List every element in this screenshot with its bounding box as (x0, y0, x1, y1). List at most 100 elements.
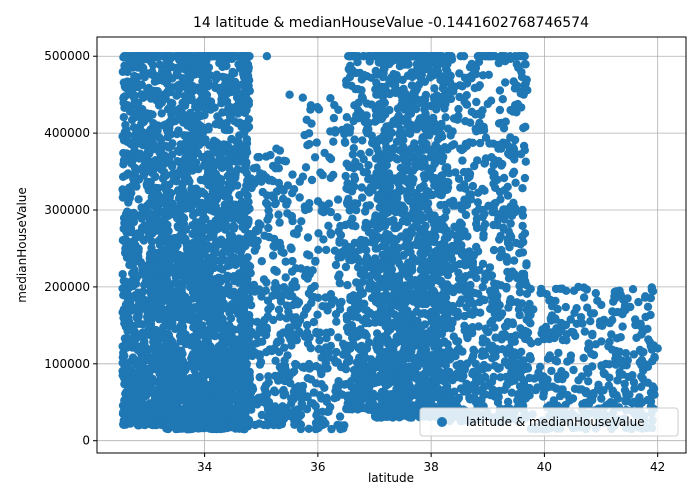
data-point (358, 268, 367, 278)
data-point (264, 378, 273, 387)
data-point (147, 86, 156, 96)
data-point (342, 350, 351, 359)
data-point (293, 300, 302, 309)
data-point (420, 105, 429, 114)
data-point (193, 148, 202, 158)
data-point (217, 324, 227, 334)
data-point (165, 103, 174, 113)
data-point (204, 175, 213, 184)
data-point (118, 270, 127, 279)
data-point (137, 140, 146, 149)
data-point (176, 365, 185, 375)
data-point (250, 246, 259, 255)
data-point (283, 407, 293, 416)
data-point (192, 336, 201, 346)
data-point (130, 71, 139, 81)
data-point (237, 366, 246, 375)
data-point (361, 353, 370, 363)
data-point (174, 109, 183, 119)
data-point (331, 358, 340, 367)
data-point (173, 71, 182, 80)
data-point (349, 312, 358, 321)
data-point (232, 146, 241, 155)
data-point (303, 328, 312, 337)
data-point (217, 163, 227, 172)
data-point (257, 257, 266, 266)
data-point (265, 232, 274, 242)
data-point (155, 148, 164, 157)
data-point (210, 178, 220, 187)
data-point (172, 91, 181, 100)
data-point (147, 237, 157, 246)
data-point (233, 211, 242, 220)
data-point (371, 244, 380, 253)
data-point (217, 250, 227, 259)
data-point (234, 278, 243, 287)
data-point (156, 284, 166, 294)
data-point (129, 399, 138, 408)
data-point (182, 390, 191, 400)
data-point (194, 165, 203, 174)
data-point (292, 230, 301, 239)
data-point (282, 314, 291, 323)
data-point (286, 379, 295, 388)
data-point (163, 191, 172, 200)
data-point (191, 348, 200, 357)
data-point (214, 218, 223, 227)
data-point (204, 155, 213, 164)
data-point (307, 175, 317, 185)
data-point (303, 374, 312, 383)
data-point (270, 242, 279, 252)
data-point (135, 372, 145, 381)
data-point (326, 290, 336, 299)
data-point (314, 229, 323, 238)
data-point (162, 336, 171, 345)
data-point (143, 364, 152, 373)
data-point (287, 244, 296, 254)
data-point (407, 229, 417, 238)
data-point (331, 128, 340, 137)
data-point (313, 197, 323, 206)
data-point (129, 217, 139, 227)
data-point (331, 310, 341, 319)
data-point (231, 335, 240, 344)
data-point (316, 168, 325, 177)
data-point (217, 90, 227, 100)
data-point (280, 356, 289, 365)
data-point (261, 198, 271, 208)
data-point (302, 115, 311, 125)
data-point (416, 249, 425, 258)
data-point (176, 407, 186, 417)
data-point (268, 251, 278, 260)
data-point (194, 286, 203, 295)
data-point (358, 330, 368, 339)
data-point (296, 424, 306, 434)
data-point (438, 253, 447, 262)
data-point (275, 218, 284, 227)
data-point (246, 268, 255, 278)
data-point (180, 314, 189, 323)
data-point (256, 169, 265, 178)
data-point (145, 280, 154, 290)
data-point (274, 156, 283, 165)
data-point (334, 253, 343, 262)
data-point (341, 262, 351, 272)
data-point (219, 397, 228, 407)
data-point (312, 138, 321, 147)
data-point (215, 264, 225, 273)
data-point (294, 328, 303, 338)
data-point (193, 208, 203, 217)
data-point (122, 343, 132, 352)
data-point (173, 52, 182, 61)
data-point (216, 256, 226, 265)
data-point (145, 356, 154, 365)
data-point (175, 231, 185, 241)
data-point (145, 149, 154, 158)
data-point (195, 268, 204, 278)
data-point (176, 165, 185, 174)
data-point (315, 336, 324, 345)
data-point (119, 235, 129, 245)
data-point (133, 346, 143, 355)
data-point (143, 167, 152, 176)
data-point (200, 405, 209, 414)
